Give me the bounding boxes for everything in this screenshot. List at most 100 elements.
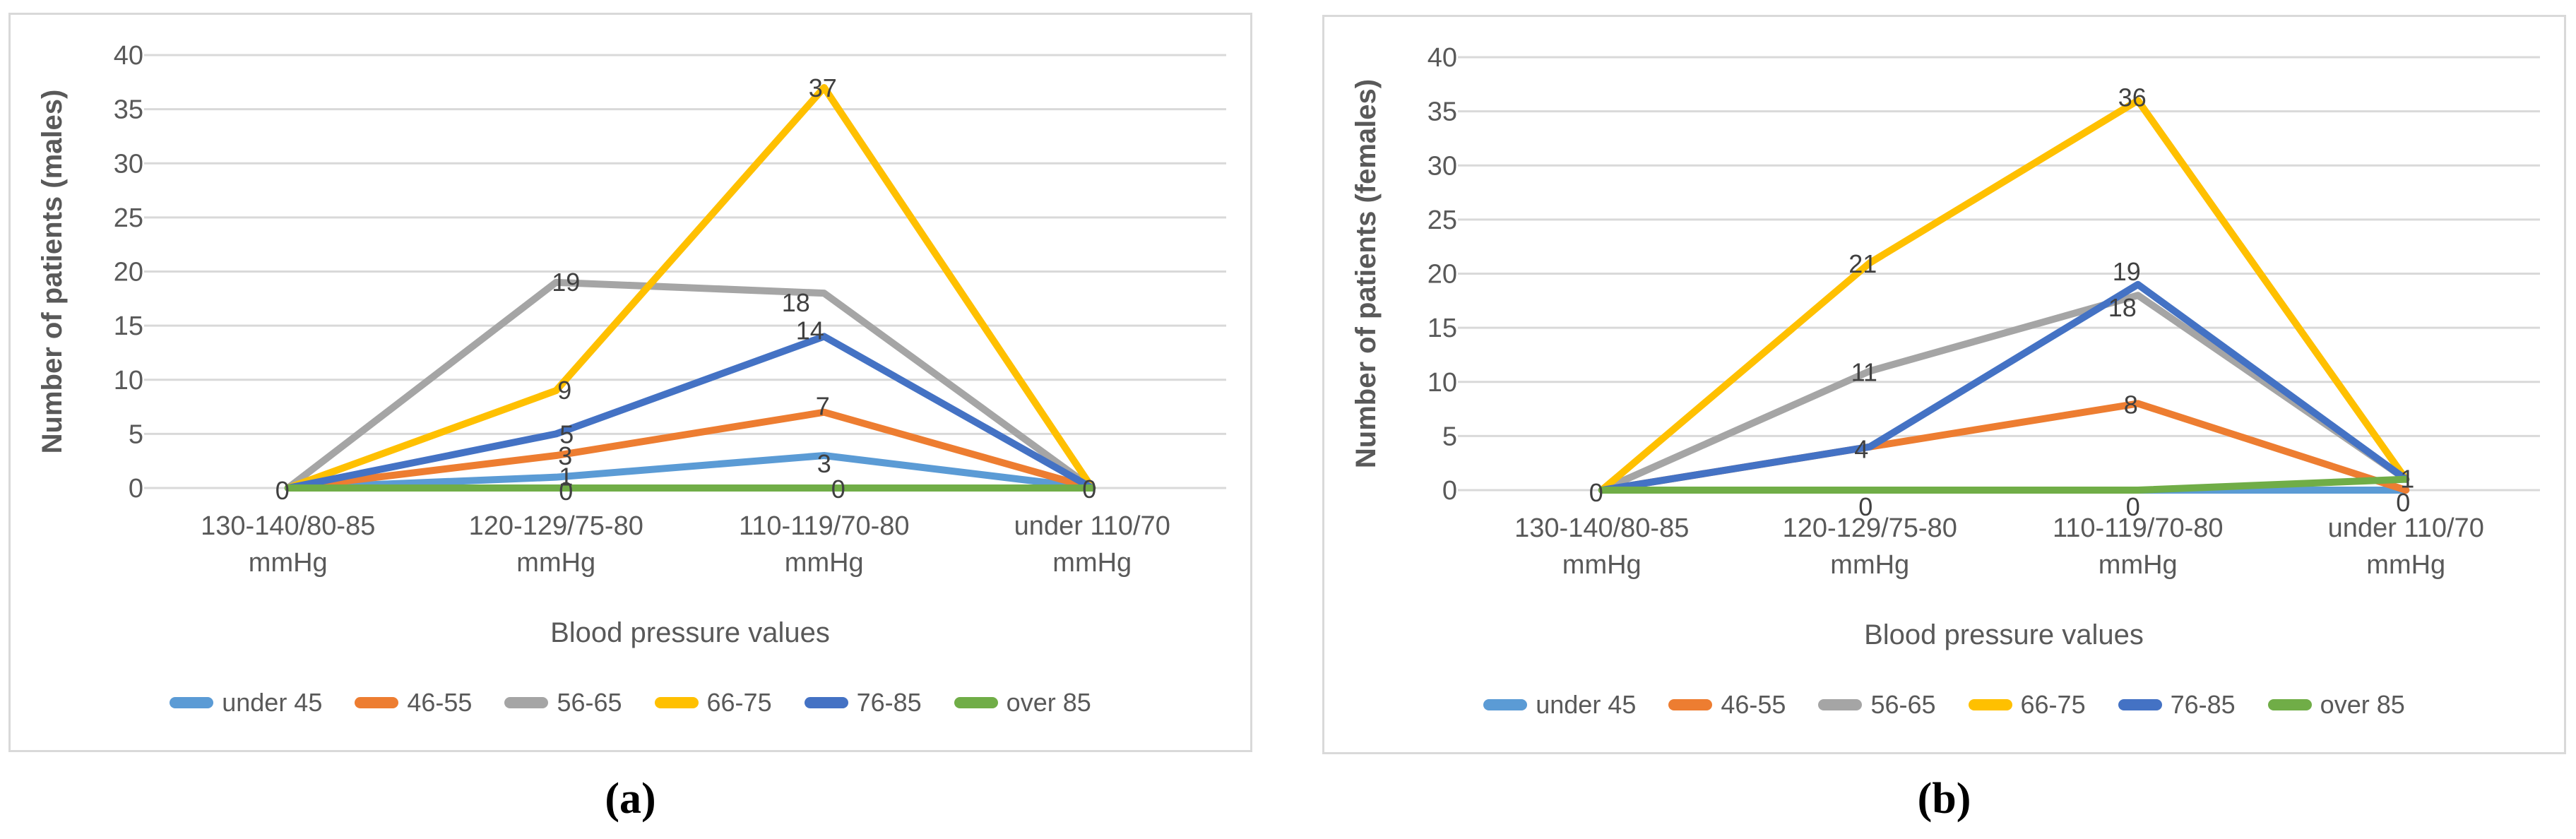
category-label: under 110/70 [2328, 513, 2484, 543]
legend-item-over-85: over 85 [2267, 690, 2405, 720]
series-line-46-55 [284, 408, 1096, 492]
y-tick-label: 15 [1428, 314, 1457, 343]
data-label: 3 [817, 449, 831, 478]
category-label: 120-129/75-80 [1783, 513, 1957, 543]
legend-item-under-45: under 45 [170, 688, 322, 718]
legend-item-46-55: 46-55 [355, 688, 472, 718]
data-label: 21 [1848, 249, 1877, 278]
y-tick-label: 20 [114, 258, 143, 287]
series-line-76-85 [284, 333, 1096, 492]
data-label: 18 [2108, 293, 2137, 322]
x-axis-title: Blood pressure values [1864, 619, 2144, 650]
legend-item-76-85: 76-85 [2118, 690, 2236, 720]
y-tick-label: 25 [1428, 206, 1457, 235]
y-axis-title: Number of patients (males) [37, 90, 68, 454]
chart-panel-a: 0 5 10 15 20 25 30 35 40 0 19 9 5 3 1 0 37 18 14 7 3 0 0 130-14… [8, 13, 1252, 752]
legend-swatch [1968, 699, 2012, 710]
data-label: 7 [816, 392, 830, 421]
legend-label: over 85 [1006, 688, 1091, 717]
legend-swatch [2118, 699, 2162, 710]
legend-item-56-65: 56-65 [504, 688, 622, 718]
chart-b-legend: under 45 46-55 56-65 66-75 76-85 over 85 [1324, 689, 2564, 720]
caption-b: (b) [1917, 774, 1971, 823]
legend-item-under-45: under 45 [1483, 690, 1636, 720]
legend-swatch [355, 697, 399, 708]
data-label: 19 [2113, 257, 2141, 286]
y-axis-title: Number of patients (females) [1351, 79, 1382, 468]
data-label: 1 [2400, 465, 2414, 494]
legend-item-over-85: over 85 [954, 688, 1091, 718]
legend-label: 76-85 [856, 688, 922, 717]
data-label: 18 [782, 288, 810, 317]
legend-label: under 45 [222, 688, 323, 717]
series-line-66-75 [1598, 97, 2410, 494]
y-tick-label: 35 [114, 95, 143, 125]
legend-swatch [1483, 699, 1528, 710]
category-unit-label: mmHg [516, 548, 595, 578]
data-label: 9 [557, 376, 571, 405]
chart-a-legend: under 45 46-55 56-65 66-75 76-85 over 85 [11, 687, 1250, 718]
legend-item-56-65: 56-65 [1818, 690, 1936, 720]
category-unit-label: mmHg [785, 548, 864, 578]
y-tick-label: 15 [114, 311, 143, 341]
caption-a: (a) [605, 774, 656, 823]
category-unit-label: mmHg [1562, 550, 1642, 580]
legend-label: 66-75 [706, 688, 772, 717]
legend-item-66-75: 66-75 [1968, 690, 2086, 720]
data-label: 37 [809, 73, 837, 102]
legend-label: over 85 [2320, 690, 2405, 719]
y-tick-label: 0 [129, 474, 143, 504]
legend-item-76-85: 76-85 [804, 688, 922, 718]
series-line-56-65 [284, 278, 1096, 492]
legend-swatch [1818, 699, 1863, 710]
series-line-under-45 [284, 452, 1096, 492]
series-line-76-85 [1598, 280, 2410, 494]
legend-item-46-55: 46-55 [1668, 690, 1786, 720]
series-line-46-55 [1598, 400, 2410, 494]
y-tick-label: 25 [114, 203, 143, 233]
legend-swatch [170, 697, 214, 708]
legend-label: 46-55 [1721, 690, 1786, 719]
y-tick-label: 5 [129, 420, 143, 449]
legend-label: 56-65 [557, 688, 622, 717]
data-label: 0 [1589, 478, 1603, 507]
data-label: 0 [1082, 475, 1096, 504]
legend-label: 56-65 [1870, 690, 1936, 719]
y-tick-label: 5 [1442, 422, 1457, 451]
series-line-56-65 [1598, 292, 2410, 494]
data-label: 19 [552, 268, 580, 297]
x-axis-title: Blood pressure values [550, 617, 830, 648]
series-line-66-75 [284, 83, 1096, 492]
legend-label: 76-85 [2170, 690, 2236, 719]
y-tick-label: 30 [1428, 151, 1457, 181]
category-label: 110-119/70-80 [739, 511, 910, 541]
y-tick-label: 35 [1428, 97, 1457, 127]
legend-label: 46-55 [407, 688, 473, 717]
data-label: 0 [1858, 492, 1872, 521]
data-label: 1 [559, 463, 573, 492]
category-label: under 110/70 [1014, 511, 1170, 541]
y-tick-label: 30 [114, 149, 143, 179]
legend-label: under 45 [1536, 690, 1637, 719]
legend-swatch [954, 697, 998, 708]
series-line-over-85 [1598, 475, 2410, 494]
data-label: 5 [559, 420, 574, 448]
legend-swatch [504, 697, 549, 708]
y-tick-label: 20 [1428, 260, 1457, 290]
y-tick-label: 40 [1428, 43, 1457, 73]
legend-swatch [654, 697, 699, 708]
legend-label: 66-75 [2020, 690, 2086, 719]
legend-swatch [1668, 699, 1713, 710]
category-unit-label: mmHg [1052, 548, 1132, 578]
data-label: 14 [796, 316, 824, 345]
category-unit-label: mmHg [2366, 550, 2445, 580]
legend-swatch [804, 697, 848, 708]
category-label: 110-119/70-80 [2053, 513, 2224, 543]
category-label: 130-140/80-85 [201, 511, 375, 541]
data-label: 3 [558, 441, 572, 470]
y-tick-label: 40 [114, 41, 143, 71]
category-label: 130-140/80-85 [1514, 513, 1689, 543]
y-tick-label: 0 [1442, 476, 1457, 506]
females-line-chart: 051015202530354002111403619188010130-140… [1351, 43, 2540, 650]
chart-panel-b: 0 5 10 15 20 25 30 35 40 0 21 11 4 0 36 19 18 8 0 1 0 130-140… [1322, 15, 2566, 754]
